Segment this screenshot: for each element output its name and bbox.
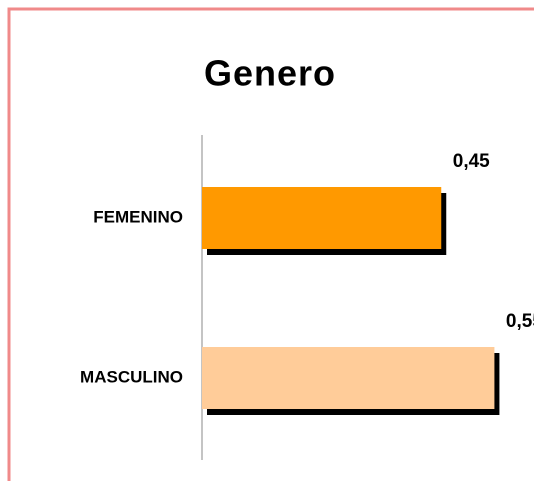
bar: [202, 187, 442, 249]
y-tick-label: FEMENINO: [93, 207, 183, 226]
chart-title: Genero: [204, 53, 336, 94]
y-tick-label: MASCULINO: [80, 367, 183, 386]
value-label: 0,55: [506, 311, 534, 332]
value-label: 0,45: [453, 151, 490, 172]
bar: [202, 347, 495, 409]
